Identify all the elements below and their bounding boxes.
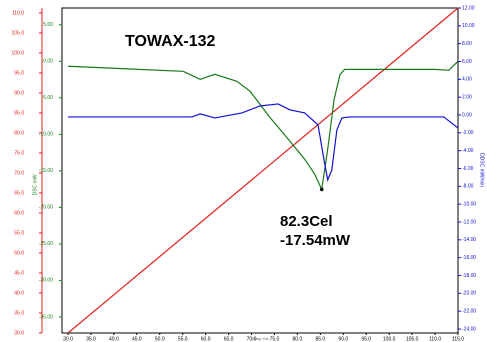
x-tick-label: 90.0 xyxy=(338,336,348,342)
y-tick-label: 60.0 xyxy=(14,210,24,216)
line-series xyxy=(67,60,459,192)
y3-tick-label: -22.00 xyxy=(462,308,476,314)
x-tick-label: 55.0 xyxy=(178,336,188,342)
y-tick-label: 45.0 xyxy=(14,270,24,276)
x-tick-label: 60.0 xyxy=(201,336,211,342)
y-tick-label: 105.0 xyxy=(11,30,24,36)
y3-tick-label: -12.00 xyxy=(462,219,476,225)
x-tick-label: 40.0 xyxy=(109,336,119,342)
y3-tick-label: -20.00 xyxy=(462,291,476,297)
y-tick-label: 100.0 xyxy=(11,50,24,56)
y-tick-label: 30.0 xyxy=(14,330,24,336)
y-tick-label: 95.0 xyxy=(14,70,24,76)
y2-tick-label: 5.00 xyxy=(43,22,53,28)
y3-tick-label: 4.00 xyxy=(462,77,472,83)
y2-tick-label: -25.00 xyxy=(39,241,53,247)
y3-tick-label: -8.00 xyxy=(462,184,474,190)
y2-axis-label: DSC mW xyxy=(32,174,38,195)
x-tick-label: 85.0 xyxy=(315,336,325,342)
x-tick-label: 105.0 xyxy=(406,336,419,342)
peak-marker xyxy=(319,187,324,192)
x-tick-label: 50.0 xyxy=(155,336,165,342)
y-tick-label: 70.0 xyxy=(14,170,24,176)
y3-tick-label: 6.00 xyxy=(462,59,472,65)
y-tick-label: 40.0 xyxy=(14,290,24,296)
x-tick-label: 110.0 xyxy=(429,336,441,342)
x-tick-label: 30.0 xyxy=(63,336,73,342)
y3-tick-label: -10.00 xyxy=(462,201,476,207)
y-tick-label: 80.0 xyxy=(14,130,24,136)
y2-tick-label: -10.00 xyxy=(39,132,53,138)
y-tick-label: 35.0 xyxy=(14,310,24,316)
y3-tick-label: -6.00 xyxy=(462,166,474,172)
y3-tick-label: -14.00 xyxy=(462,237,476,243)
y-tick-label: 85.0 xyxy=(14,110,24,116)
x-tick-label: 35.0 xyxy=(86,336,96,342)
y-tick-label: 90.0 xyxy=(14,90,24,96)
y3-tick-label: 8.00 xyxy=(462,41,472,47)
x-tick-label: 70.0 xyxy=(247,336,257,342)
y3-tick-label: -18.00 xyxy=(462,273,476,279)
y3-tick-label: 2.00 xyxy=(462,94,472,100)
y2-tick-label: -0.00 xyxy=(42,59,54,65)
y3-tick-label: 10.00 xyxy=(462,23,475,29)
y-tick-label: 65.0 xyxy=(14,190,24,196)
annotation: -17.54mW xyxy=(280,232,351,249)
y3-tick-label: -24.00 xyxy=(462,326,476,332)
y3-tick-label: 12.00 xyxy=(462,5,475,11)
y3-tick-label: 0.00 xyxy=(462,112,472,118)
x-axis-label: Temp Cel xyxy=(252,336,269,341)
y3-tick-label: -4.00 xyxy=(462,148,474,154)
line-series xyxy=(67,7,459,334)
x-tick-label: 45.0 xyxy=(132,336,142,342)
x-tick-label: 75.0 xyxy=(270,336,280,342)
x-tick-label: 95.0 xyxy=(361,336,371,342)
y-tick-label: 110.0 xyxy=(12,10,24,16)
y3-tick-label: -16.00 xyxy=(462,255,476,261)
annotation: TOWAX-132 xyxy=(125,33,216,50)
x-tick-label: 80.0 xyxy=(293,336,303,342)
y2-tick-label: -30.00 xyxy=(39,278,53,284)
y-tick-label: 50.0 xyxy=(14,250,24,256)
y-tick-label: 55.0 xyxy=(14,230,24,236)
x-tick-label: 65.0 xyxy=(224,336,234,342)
y2-tick-label: -5.00 xyxy=(42,95,54,101)
x-tick-label: 115.0 xyxy=(452,336,464,342)
y3-tick-label: -2.00 xyxy=(462,130,474,136)
line-series xyxy=(68,103,459,183)
y-tick-label: 75.0 xyxy=(14,150,24,156)
y3-axis-label: DDSC mW/min xyxy=(479,153,485,187)
x-tick-label: 100.0 xyxy=(383,336,396,342)
y2-tick-label: -35.00 xyxy=(39,314,53,320)
y2-tick-label: -20.00 xyxy=(39,205,53,211)
annotation: 82.3Cel xyxy=(280,213,333,230)
y2-tick-label: -15.00 xyxy=(39,168,53,174)
